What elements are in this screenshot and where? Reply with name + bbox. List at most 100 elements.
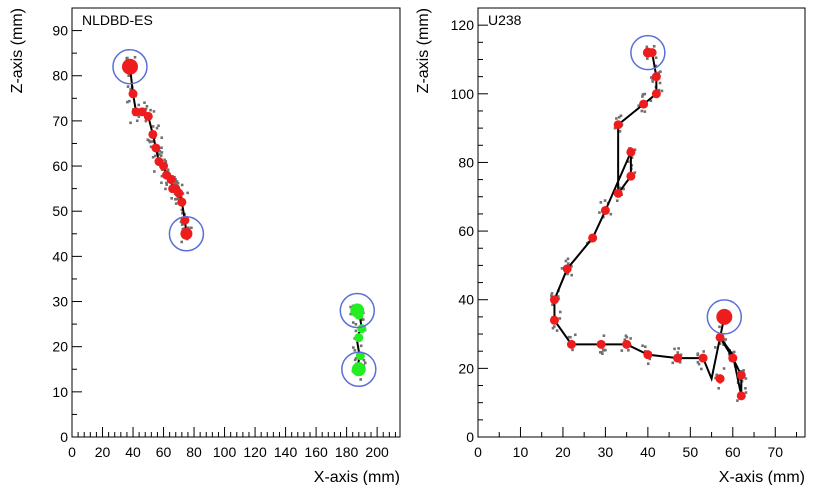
charge-spread-mark <box>618 130 622 133</box>
charge-spread-mark <box>165 181 168 185</box>
x-tick-label: 20 <box>555 444 571 460</box>
charge-spread-mark <box>645 45 649 49</box>
y-tick-label: 40 <box>52 248 68 264</box>
charge-spread-mark <box>713 346 717 349</box>
charge-spread-mark <box>633 171 637 174</box>
charge-spread-mark <box>166 168 170 172</box>
charge-spread-mark <box>649 99 653 102</box>
endpoint-ring <box>341 351 377 388</box>
charge-spread-mark <box>673 347 676 351</box>
charge-spread-mark <box>566 262 570 265</box>
charge-spread-mark <box>353 358 357 362</box>
x-tick-label: 50 <box>683 444 699 460</box>
charge-spread-mark <box>137 103 141 107</box>
charge-spread-mark <box>603 199 607 202</box>
charge-spread-mark <box>570 273 574 277</box>
charge-spread-mark <box>660 89 664 93</box>
charge-spread-mark <box>150 140 154 143</box>
charge-spread-mark <box>149 108 152 112</box>
charge-spread-mark <box>633 148 637 152</box>
charge-spread-mark <box>732 350 735 354</box>
hit-point <box>639 99 649 109</box>
charge-spread-mark <box>727 353 731 356</box>
charge-spread-mark <box>160 174 164 178</box>
plot-area <box>112 48 377 388</box>
endpoint-ring <box>168 216 205 252</box>
charge-spread-mark <box>618 186 622 190</box>
hit-point <box>651 72 661 82</box>
charge-spread-mark <box>657 88 661 92</box>
charge-spread-mark <box>649 76 653 79</box>
charge-spread-mark <box>652 44 656 48</box>
hit-point <box>698 353 708 363</box>
x-tick-label: 20 <box>95 444 111 460</box>
charge-spread-mark <box>646 57 649 60</box>
hit-point <box>626 171 636 181</box>
charge-spread-mark <box>564 259 568 263</box>
y-tick-label: 50 <box>52 203 68 219</box>
y-tick-label: 20 <box>458 360 474 376</box>
panel-title: U238 <box>488 12 522 28</box>
hit-point <box>143 111 153 121</box>
charge-spread-mark <box>126 100 129 104</box>
charge-spread-mark <box>602 349 605 352</box>
hit-point <box>626 147 636 157</box>
plot-frame <box>477 7 806 438</box>
charge-spread-mark <box>700 367 703 371</box>
hit-point <box>166 175 176 185</box>
y-tick-label: 70 <box>52 113 68 129</box>
charge-spread-mark <box>604 348 607 352</box>
charge-spread-mark <box>615 199 619 203</box>
charge-spread-mark <box>157 153 161 156</box>
charge-spread-mark <box>676 351 680 354</box>
y-tick-label: 80 <box>52 68 68 84</box>
charge-spread-mark <box>556 295 560 298</box>
charge-spread-mark <box>351 321 355 324</box>
charge-spread-mark <box>657 71 661 74</box>
charge-spread-mark <box>363 361 367 365</box>
y-tick-label: 0 <box>466 429 474 445</box>
hit-point <box>715 374 725 384</box>
endpoint-ring <box>112 48 148 85</box>
charge-spread-mark <box>349 312 353 316</box>
hit-point <box>715 332 725 342</box>
hit-point <box>355 351 365 361</box>
charge-spread-mark <box>569 335 572 339</box>
charge-spread-mark <box>553 325 556 328</box>
charge-spread-mark <box>602 334 606 337</box>
charge-spread-mark <box>144 107 148 111</box>
charge-spread-mark <box>148 140 152 144</box>
x-tick-label: 30 <box>598 444 614 460</box>
x-tick-label: 160 <box>304 444 328 460</box>
charge-spread-mark <box>149 145 153 149</box>
charge-spread-mark <box>145 104 149 108</box>
endpoint-dot <box>121 58 138 75</box>
charge-spread-mark <box>143 101 146 104</box>
charge-spread-mark <box>624 334 628 338</box>
charge-spread-mark <box>174 182 177 185</box>
hit-point <box>174 188 184 198</box>
charge-spread-mark <box>157 124 160 128</box>
endpoint-dot <box>351 362 366 377</box>
charge-spread-mark <box>715 373 719 377</box>
hit-point <box>596 339 606 349</box>
charge-spread-mark <box>630 156 634 160</box>
charge-spread-mark <box>164 187 167 191</box>
charge-spread-mark <box>629 337 632 340</box>
charge-spread-mark <box>744 377 748 380</box>
charge-spread-mark <box>137 115 141 118</box>
charge-spread-mark <box>555 329 559 332</box>
x-tick-label: 0 <box>68 444 76 460</box>
hit-point <box>673 353 683 363</box>
charge-spread-mark <box>144 119 148 123</box>
y-tick-label: 120 <box>451 17 475 33</box>
charge-spread-mark <box>349 305 352 309</box>
hit-point <box>622 339 632 349</box>
charge-spread-mark <box>648 357 652 361</box>
charge-spread-mark <box>359 344 363 348</box>
charge-spread-mark <box>175 197 178 201</box>
charge-spread-mark <box>654 56 658 60</box>
charge-spread-mark <box>718 325 721 329</box>
x-tick-label: 40 <box>125 444 141 460</box>
